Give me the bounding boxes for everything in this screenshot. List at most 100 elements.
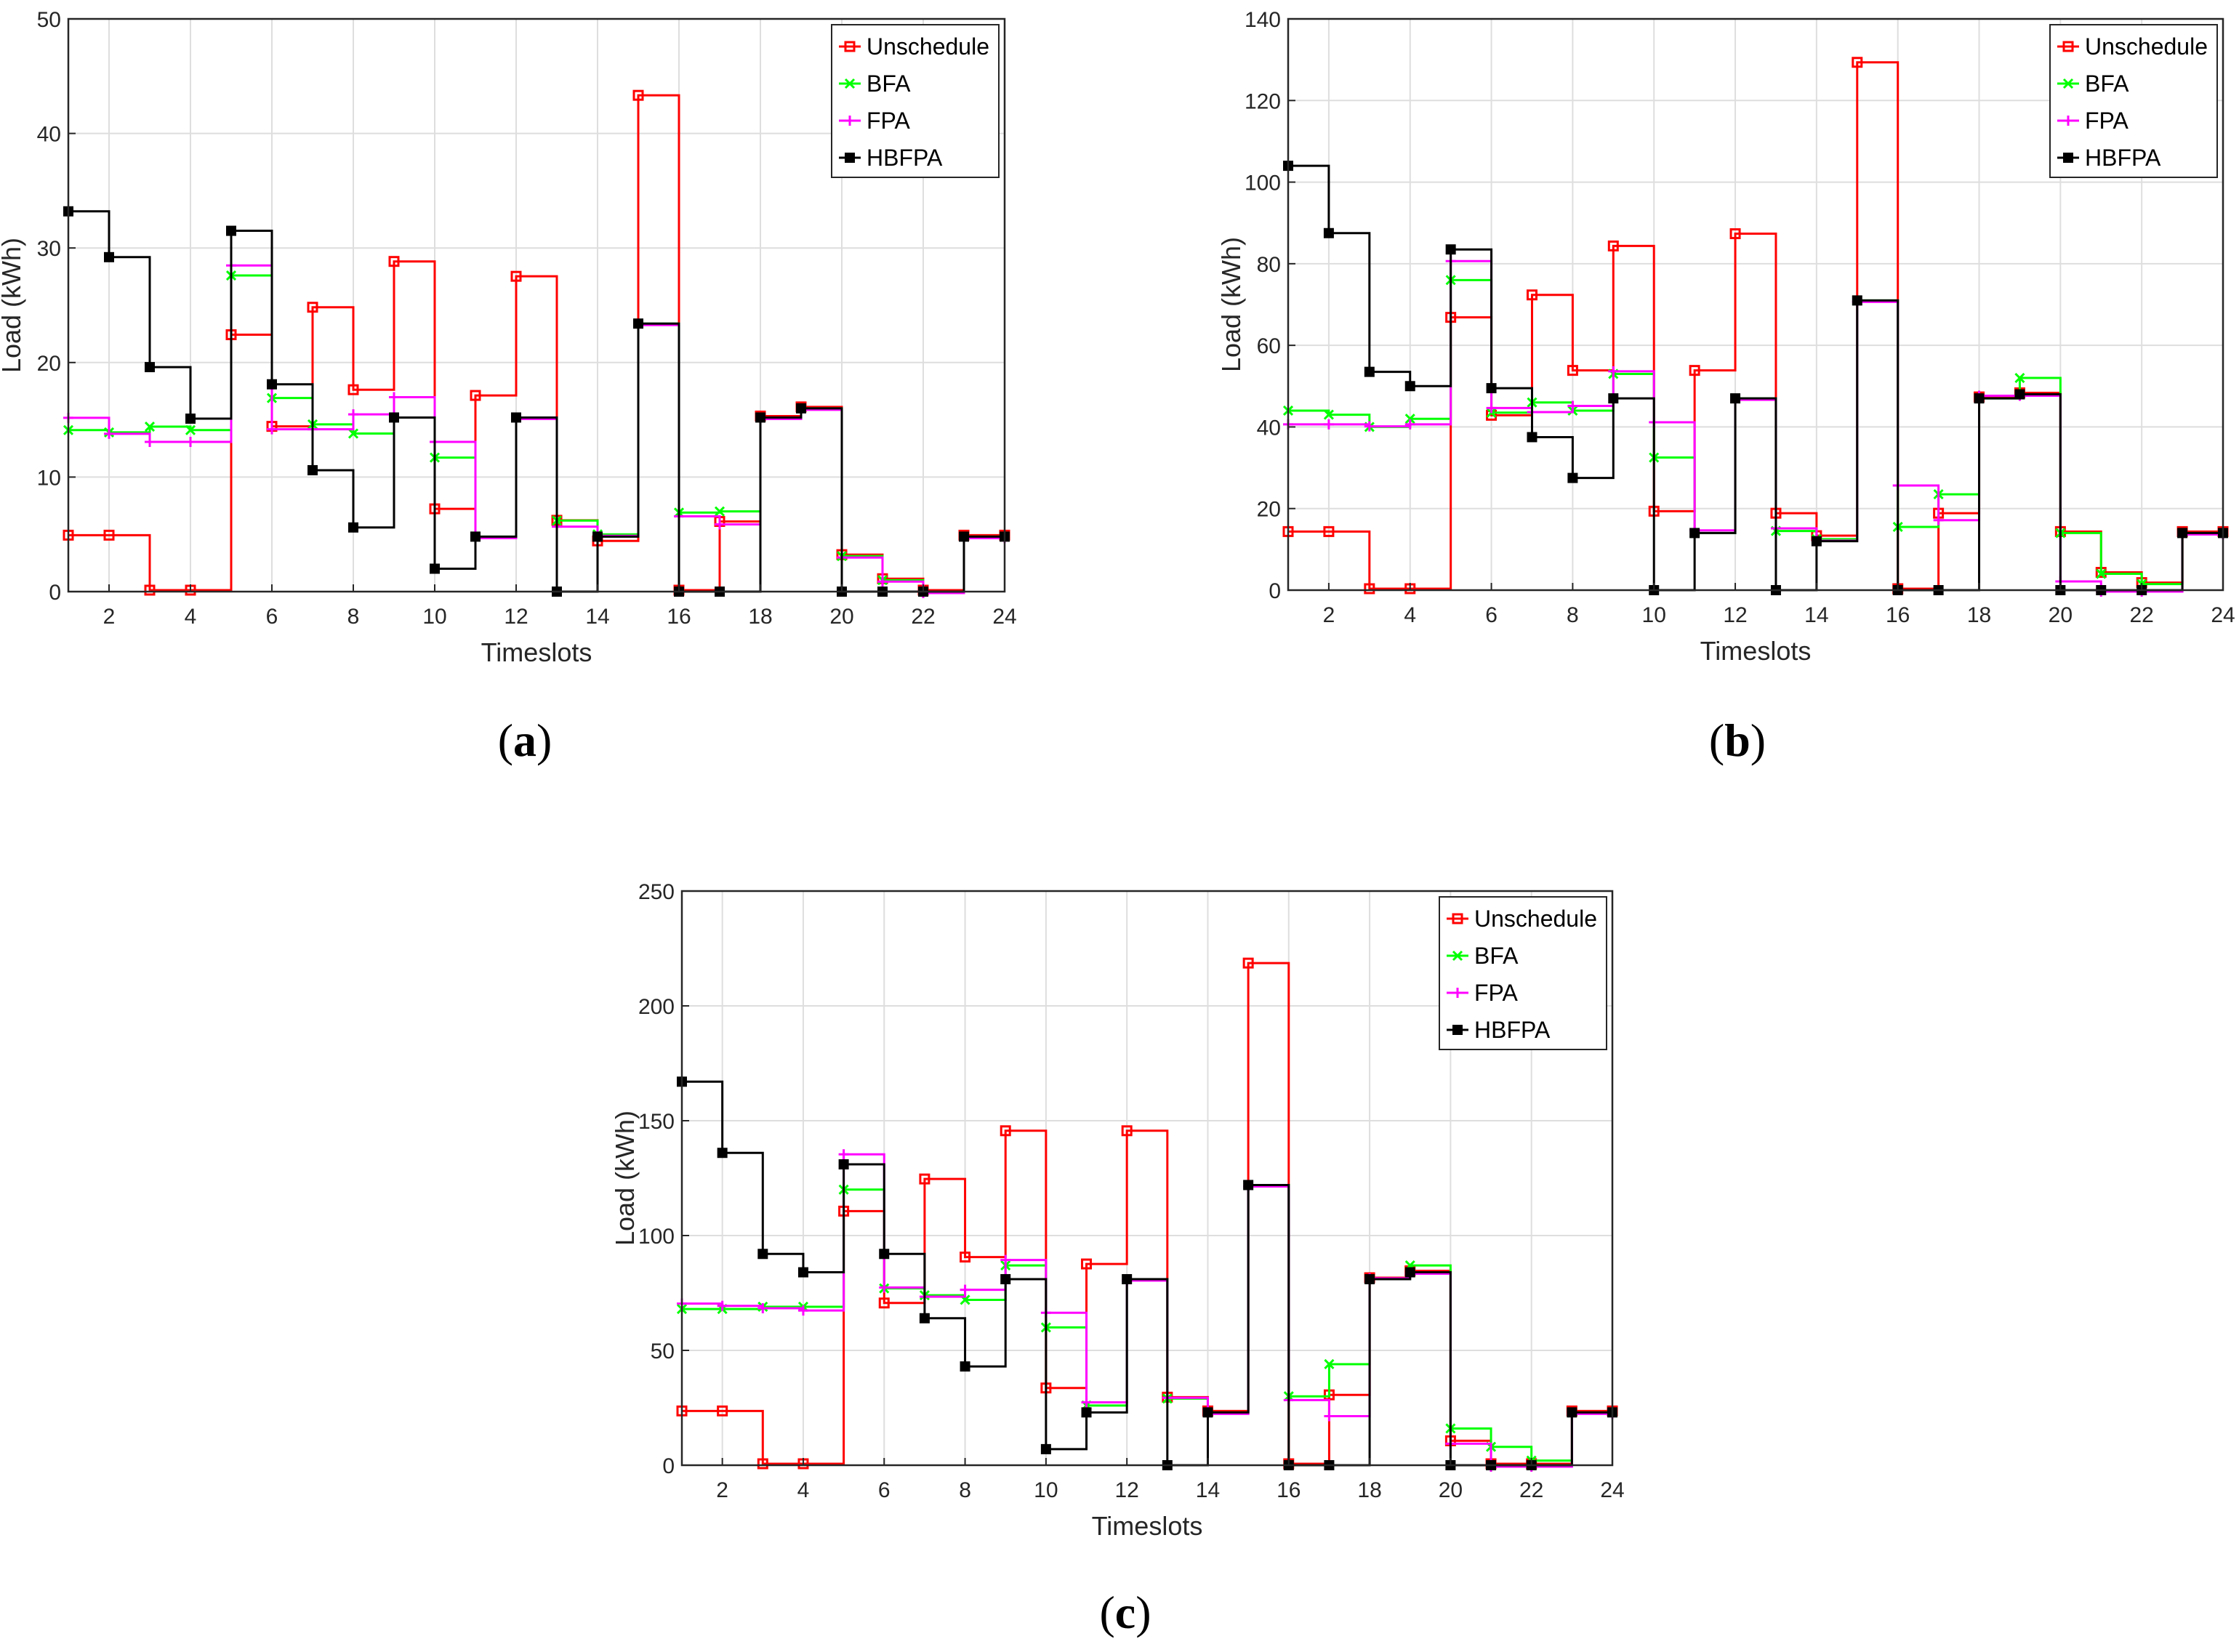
axes-box <box>67 17 1006 593</box>
data-point-hbfpa <box>1567 472 1578 483</box>
data-point-fpa <box>267 424 277 435</box>
data-point-fpa <box>715 519 725 530</box>
data-point-hbfpa <box>348 522 358 533</box>
data-point-hbfpa <box>2177 528 2188 539</box>
y-tick-label: 0 <box>49 581 61 605</box>
data-point-hbfpa <box>430 563 440 574</box>
legend-marker <box>2062 41 2074 52</box>
x-tick-label: 2 <box>1323 603 1335 627</box>
x-tick-label: 22 <box>2129 603 2153 627</box>
data-point-fpa <box>1933 515 1944 525</box>
chart-panel-a: 2 4 6 8 10 12 14 16 18 20 22 2401020304050Timeslots… <box>0 8 1017 766</box>
x-tick-label: 20 <box>2049 603 2073 627</box>
x-tick-label: 24 <box>1600 1478 1624 1502</box>
x-tick-label: 16 <box>1886 603 1910 627</box>
legend-label: Unschedule <box>1474 906 1597 932</box>
x-tick-label: 18 <box>1357 1478 1381 1502</box>
data-point-fpa <box>348 409 358 420</box>
data-point-unschedule <box>1081 1258 1093 1270</box>
data-point-unschedule <box>1729 228 1741 240</box>
legend-marker <box>845 116 855 126</box>
data-point-hbfpa <box>1364 1274 1375 1285</box>
data-point-fpa <box>877 576 888 587</box>
data-point-fpa <box>797 1305 808 1316</box>
data-point-hbfpa <box>1323 227 1334 238</box>
data-point-hbfpa <box>960 1361 970 1372</box>
data-point-hbfpa <box>307 464 318 475</box>
y-tick-label: 80 <box>1257 253 1281 277</box>
x-tick-label: 18 <box>748 605 772 629</box>
data-point-hbfpa <box>919 1313 930 1323</box>
data-point-hbfpa <box>959 531 969 542</box>
data-point-bfa <box>1323 409 1334 420</box>
data-point-bfa <box>714 506 725 517</box>
data-point-hbfpa <box>1404 381 1415 392</box>
legend-box <box>1439 896 1607 1050</box>
data-point-unschedule <box>510 270 522 282</box>
data-point-unschedule <box>632 89 644 101</box>
legend: Unschedule BFA FPA HBFPA <box>831 24 1000 178</box>
legend-label: HBFPA <box>867 145 943 171</box>
x-tick-label: 22 <box>911 605 935 629</box>
data-point-hbfpa <box>717 1148 728 1159</box>
y-tick-label: 60 <box>1257 334 1281 358</box>
data-point-unschedule <box>1567 365 1578 376</box>
data-point-bfa <box>144 421 156 432</box>
x-tick-label: 20 <box>1439 1478 1463 1502</box>
legend-label: FPA <box>867 108 911 134</box>
x-tick-label: 8 <box>347 605 360 629</box>
y-tick-label: 0 <box>1269 579 1281 603</box>
y-tick-label: 10 <box>37 466 61 490</box>
axes-box <box>680 890 1614 1467</box>
data-point-fpa <box>1323 419 1334 430</box>
y-axis-label: Load (kWh) <box>610 1111 640 1246</box>
y-tick-label: 40 <box>1257 416 1281 440</box>
data-point-fpa <box>145 436 155 447</box>
legend-label: BFA <box>1474 943 1519 969</box>
y-tick-label: 140 <box>1245 8 1281 32</box>
legend-marker <box>844 78 856 89</box>
data-point-hbfpa <box>1527 432 1537 443</box>
x-tick-label: 12 <box>1114 1478 1138 1502</box>
y-tick-label: 50 <box>37 8 61 32</box>
data-point-fpa <box>1404 419 1415 430</box>
x-tick-label: 10 <box>1034 1478 1058 1502</box>
data-point-unschedule <box>919 1173 930 1185</box>
x-tick-label: 22 <box>1519 1478 1543 1502</box>
data-point-hbfpa <box>1689 528 1700 539</box>
data-point-hbfpa <box>757 1249 768 1260</box>
x-tick-label: 18 <box>1967 603 1991 627</box>
legend-label: FPA <box>2085 108 2129 134</box>
data-point-hbfpa <box>1000 1274 1011 1285</box>
legend-marker <box>845 153 855 163</box>
legend: Unschedule BFA FPA HBFPA <box>2049 24 2218 178</box>
x-tick-label: 14 <box>1804 603 1828 627</box>
data-point-bfa <box>2096 568 2107 579</box>
data-point-hbfpa <box>267 379 277 390</box>
data-point-hbfpa <box>1811 536 1822 547</box>
y-axis-label: Load (kWh) <box>1216 237 1246 372</box>
x-tick-label: 10 <box>1642 603 1666 627</box>
legend-label: FPA <box>1474 980 1519 1006</box>
y-tick-label: 100 <box>1245 172 1281 196</box>
y-tick-label: 20 <box>1257 498 1281 522</box>
x-tick-label: 8 <box>959 1478 971 1502</box>
data-point-fpa <box>1324 1411 1335 1422</box>
data-point-hbfpa <box>1202 1407 1213 1418</box>
legend-label: BFA <box>867 70 911 97</box>
legend-marker <box>1452 1025 1463 1035</box>
y-tick-label: 30 <box>37 237 61 261</box>
data-point-fpa <box>1081 1397 1092 1408</box>
y-tick-label: 100 <box>638 1225 675 1249</box>
data-point-unschedule <box>878 1297 890 1309</box>
data-point-hbfpa <box>2014 389 2025 400</box>
y-axis-label: Load (kWh) <box>0 238 26 373</box>
data-point-unschedule <box>1000 1125 1011 1137</box>
data-point-hbfpa <box>797 1267 808 1278</box>
data-point-hbfpa <box>755 412 765 423</box>
data-point-unschedule <box>144 584 156 596</box>
x-axis-label: Timeslots <box>1092 1511 1203 1541</box>
x-tick-label: 6 <box>1485 603 1498 627</box>
legend: Unschedule BFA FPA HBFPA <box>1439 896 1607 1050</box>
data-point-hbfpa <box>1364 366 1375 377</box>
